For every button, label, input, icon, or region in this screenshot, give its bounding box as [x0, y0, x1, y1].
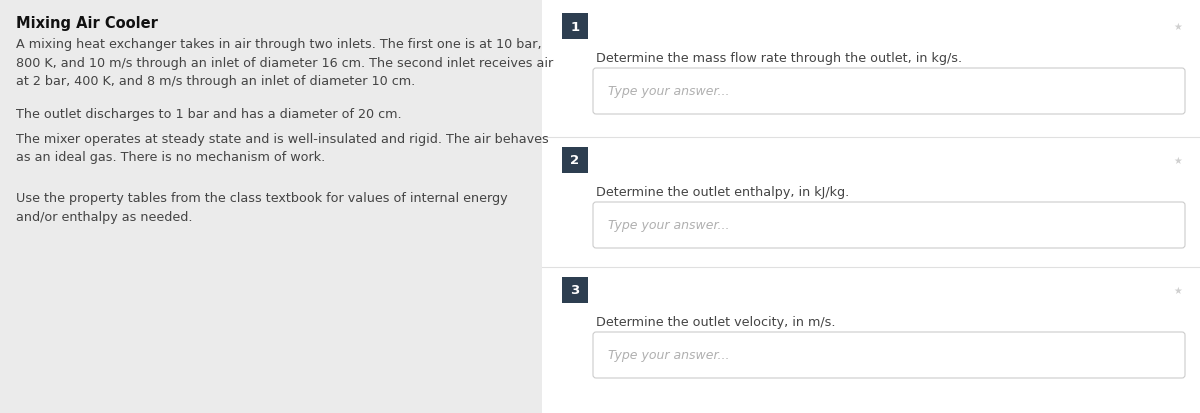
Text: 2: 2 [570, 154, 580, 167]
Text: Mixing Air Cooler: Mixing Air Cooler [16, 16, 158, 31]
Text: Type your answer...: Type your answer... [608, 219, 730, 232]
Text: ★: ★ [1174, 156, 1182, 166]
Text: Determine the outlet enthalpy, in kJ/kg.: Determine the outlet enthalpy, in kJ/kg. [596, 185, 850, 199]
FancyBboxPatch shape [593, 332, 1186, 378]
FancyBboxPatch shape [593, 202, 1186, 248]
Text: Determine the outlet velocity, in m/s.: Determine the outlet velocity, in m/s. [596, 315, 835, 328]
Text: A mixing heat exchanger takes in air through two inlets. The first one is at 10 : A mixing heat exchanger takes in air thr… [16, 38, 553, 88]
Text: Use the property tables from the class textbook for values of internal energy
an: Use the property tables from the class t… [16, 192, 508, 223]
FancyBboxPatch shape [593, 69, 1186, 115]
Bar [0, 0, 542, 413]
Text: Determine the mass flow rate through the outlet, in kg/s.: Determine the mass flow rate through the… [596, 52, 962, 65]
Text: The mixer operates at steady state and is well-insulated and rigid. The air beha: The mixer operates at steady state and i… [16, 133, 548, 164]
Bar [562, 14, 588, 40]
Text: 3: 3 [570, 284, 580, 297]
Bar [562, 147, 588, 173]
Text: Type your answer...: Type your answer... [608, 349, 730, 362]
Text: ★: ★ [1174, 22, 1182, 32]
Bar [562, 277, 588, 303]
Text: The outlet discharges to 1 bar and has a diameter of 20 cm.: The outlet discharges to 1 bar and has a… [16, 108, 402, 121]
Text: ★: ★ [1174, 285, 1182, 295]
Text: Type your answer...: Type your answer... [608, 85, 730, 98]
Bar [542, 0, 1200, 413]
Text: 1: 1 [570, 21, 580, 33]
